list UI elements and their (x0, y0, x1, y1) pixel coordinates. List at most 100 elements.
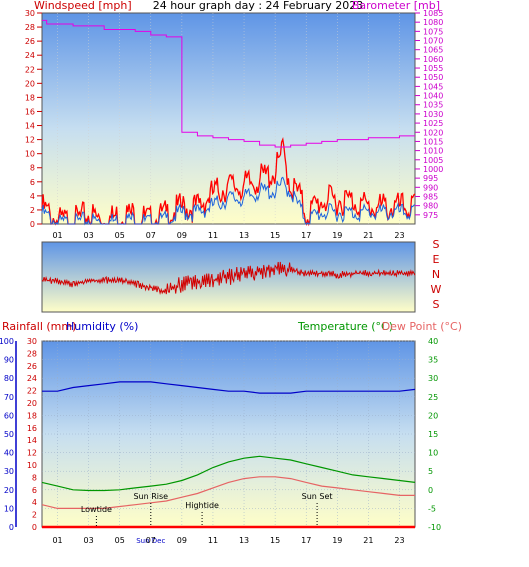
hour-tick-label: 21 (363, 536, 373, 545)
annotation-label: Lowtide (81, 505, 112, 514)
barometer-tick-label: 1020 (423, 128, 443, 137)
rain-tick-label: 14 (27, 436, 37, 445)
rain-tick-label: 10 (27, 461, 37, 470)
barometer-tick-label: 980 (423, 202, 438, 211)
humidity-tick-label: 100 (0, 337, 14, 346)
windspeed-tick-label: 6 (30, 178, 35, 187)
barometer-tick-label: 1085 (423, 9, 443, 18)
humidity-tick-label: 0 (9, 523, 14, 532)
hour-tick-label: 13 (239, 536, 249, 545)
temperature-tick-label: 40 (428, 337, 438, 346)
windspeed-tick-label: 16 (25, 107, 35, 116)
hour-tick-label: 05 (115, 231, 125, 240)
humidity-tick-label: 10 (4, 504, 14, 513)
windspeed-tick-label: 28 (25, 23, 35, 32)
windspeed-tick-label: 22 (25, 65, 35, 74)
temperature-tick-label: 10 (428, 449, 438, 458)
wind-baro-plot-area (41, 12, 416, 225)
compass-label: S (433, 238, 440, 251)
hour-tick-label: 09 (177, 536, 187, 545)
humidity-tick-label: 90 (4, 356, 14, 365)
rain-tick-label: 26 (27, 362, 37, 371)
rain-tick-label: 22 (27, 387, 37, 396)
temperature-tick-label: 30 (428, 374, 438, 383)
annotation-label: Sun Rise (133, 492, 168, 501)
compass-label: E (433, 253, 440, 266)
average-series-line (41, 176, 416, 226)
hour-tick-label: 19 (332, 231, 342, 240)
rain-tick-label: 16 (27, 424, 37, 433)
barometer-tick-label: 1080 (423, 18, 443, 27)
rain-tick-label: 30 (27, 337, 37, 346)
barometer-tick-label: 1040 (423, 92, 443, 101)
temperature-tick-label: -10 (428, 523, 441, 532)
annotation-label: Sun Set (302, 492, 333, 501)
compass-label: W (431, 283, 442, 296)
temperature-tick-label: 35 (428, 356, 438, 365)
windspeed-tick-label: 30 (25, 9, 35, 18)
barometer-tick-label: 1005 (423, 156, 443, 165)
humidity-tick-label: 70 (4, 393, 14, 402)
barometer-tick-label: 975 (423, 211, 438, 220)
rain-tick-label: 28 (27, 349, 37, 358)
barometer-tick-label: 1065 (423, 46, 443, 55)
rain-tick-label: 2 (32, 511, 37, 520)
hour-tick-label: 15 (270, 231, 280, 240)
rain-tick-label: 4 (32, 498, 37, 507)
windspeed-tick-label: 20 (25, 79, 35, 88)
humidity-tick-label: 50 (4, 430, 14, 439)
barometer-tick-label: 1025 (423, 119, 443, 128)
humidity-tick-label: 60 (4, 411, 14, 420)
rain-tick-label: 6 (32, 486, 37, 495)
hour-tick-label: 19 (332, 536, 342, 545)
wind-direction-series-line (41, 261, 416, 296)
rain-tick-label: 12 (27, 449, 37, 458)
windspeed-tick-label: 26 (25, 37, 35, 46)
temperature-tick-label: 15 (428, 430, 438, 439)
barometer-tick-label: 1045 (423, 82, 443, 91)
hour-tick-label: 21 (363, 231, 373, 240)
temperature-series-line (41, 455, 416, 492)
temperature-tick-label: 20 (428, 411, 438, 420)
barometer-tick-label: 1000 (423, 165, 443, 174)
hour-tick-label: 17 (301, 231, 311, 240)
dewpoint-axis-label: Dew Point (°C) (382, 320, 462, 333)
windspeed-tick-label: 12 (25, 136, 35, 145)
humidity-axis-label: Humidity (%) (66, 320, 138, 333)
windspeed-tick-label: 8 (30, 164, 35, 173)
barometer-tick-label: 1030 (423, 110, 443, 119)
barometer-tick-label: 1070 (423, 37, 443, 46)
hour-tick-label: 03 (84, 231, 94, 240)
hour-tick-label: 23 (394, 536, 404, 545)
hour-tick-label: 15 (270, 536, 280, 545)
barometer-tick-label: 1050 (423, 73, 443, 82)
hour-tick-label: 23 (394, 231, 404, 240)
temperature-axis-label: Temperature (°C) (297, 320, 393, 333)
compass-label: N (432, 268, 440, 281)
rainfall-axis-label: Rainfall (mm) (2, 320, 76, 333)
humidity-tick-label: 30 (4, 467, 14, 476)
humidity-tick-label: 20 (4, 486, 14, 495)
barometer-tick-label: 990 (423, 183, 438, 192)
annotation-label: Sun Dec (136, 537, 165, 545)
barometer-series-line (42, 19, 415, 148)
hour-tick-label: 07 (146, 231, 156, 240)
hour-tick-label: 01 (52, 231, 62, 240)
hour-tick-label: 11 (208, 231, 218, 240)
barometer-tick-label: 1055 (423, 64, 443, 73)
temperature-tick-label: 0 (428, 486, 433, 495)
rain-tick-label: 24 (27, 374, 37, 383)
hour-tick-label: 11 (208, 536, 218, 545)
barometer-tick-label: 1060 (423, 55, 443, 64)
rain-tick-label: 18 (27, 411, 37, 420)
windspeed-tick-label: 0 (30, 220, 35, 229)
windspeed-tick-label: 24 (25, 51, 35, 60)
windspeed-tick-label: 4 (30, 192, 35, 201)
hour-tick-label: 01 (52, 536, 62, 545)
compass-label: S (433, 298, 440, 311)
rain-tick-label: 0 (32, 523, 37, 532)
rain-tick-label: 8 (32, 473, 37, 482)
hour-tick-label: 13 (239, 231, 249, 240)
